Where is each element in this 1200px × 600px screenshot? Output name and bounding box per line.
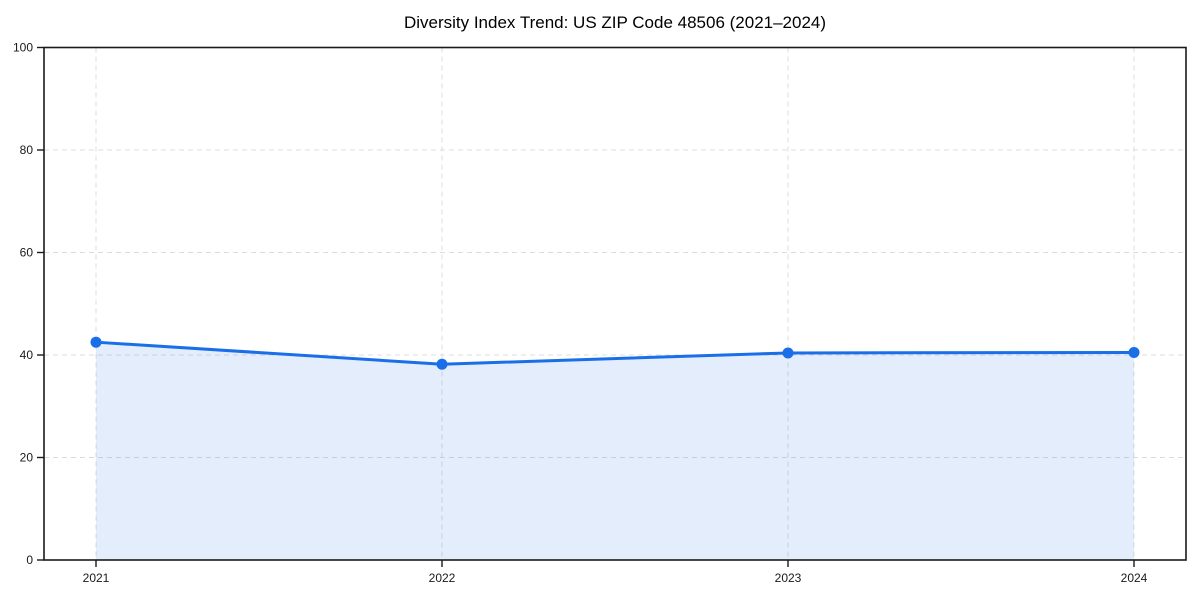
data-point-2023 <box>782 347 794 359</box>
x-tick-label: 2024 <box>1121 571 1148 585</box>
plot-border <box>43 46 1187 561</box>
y-tick-label: 20 <box>20 451 34 465</box>
area-fill <box>96 342 1134 560</box>
x-tick-label: 2021 <box>83 571 110 585</box>
data-point-2024 <box>1128 346 1140 358</box>
y-tick-label: 100 <box>13 41 33 55</box>
x-tick-label: 2023 <box>775 571 802 585</box>
chart-title: Diversity Index Trend: US ZIP Code 48506… <box>403 13 827 32</box>
trend-line <box>94 340 1136 366</box>
y-tick-label: 60 <box>20 246 34 260</box>
y-tick-label: 40 <box>20 348 34 362</box>
y-tick-label: 0 <box>26 553 33 567</box>
y-tick-label: 80 <box>20 143 34 157</box>
data-point-2022 <box>436 358 448 370</box>
x-tick-label: 2022 <box>429 571 456 585</box>
data-point-2021 <box>90 336 102 348</box>
